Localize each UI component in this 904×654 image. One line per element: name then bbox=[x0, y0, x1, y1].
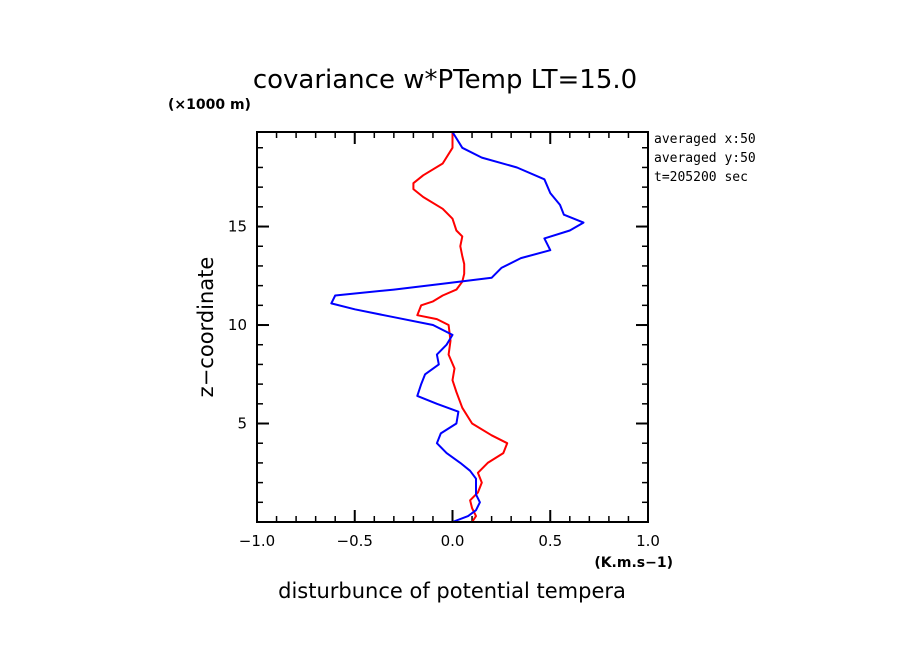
series-line-2 bbox=[330, 131, 585, 523]
tick-labels: −1.0 −0.5 0.0 0.5 1.0 5 10 15 bbox=[228, 218, 660, 550]
chart-title: covariance w*PTemp LT=15.0 bbox=[253, 65, 637, 95]
y-tick-label: 5 bbox=[237, 415, 247, 433]
y-unit-label: (×1000 m) bbox=[168, 97, 251, 113]
series-line-1 bbox=[412, 132, 509, 523]
plot-frame bbox=[256, 131, 649, 523]
x-tick-label: 1.0 bbox=[636, 532, 660, 550]
x-tick-label: 0.5 bbox=[538, 532, 562, 550]
y-tick-label: 15 bbox=[228, 218, 247, 236]
major-ticks bbox=[256, 132, 649, 522]
x-tick-label: 0.0 bbox=[441, 532, 465, 550]
x-tick-label: −1.0 bbox=[239, 532, 275, 550]
x-tick-label: −0.5 bbox=[337, 532, 373, 550]
info-line-1: averaged x:50 bbox=[654, 132, 756, 147]
y-tick-label: 10 bbox=[228, 316, 247, 334]
series-layer bbox=[330, 131, 585, 523]
x-axis-label: disturbunce of potential tempera bbox=[278, 579, 626, 603]
x-unit-label: (K.m.s−1) bbox=[594, 555, 673, 571]
info-line-3: t=205200 sec bbox=[654, 170, 748, 185]
minor-ticks bbox=[257, 132, 648, 522]
info-line-2: averaged y:50 bbox=[654, 151, 756, 166]
y-axis-label: z−coordinate bbox=[194, 257, 218, 398]
